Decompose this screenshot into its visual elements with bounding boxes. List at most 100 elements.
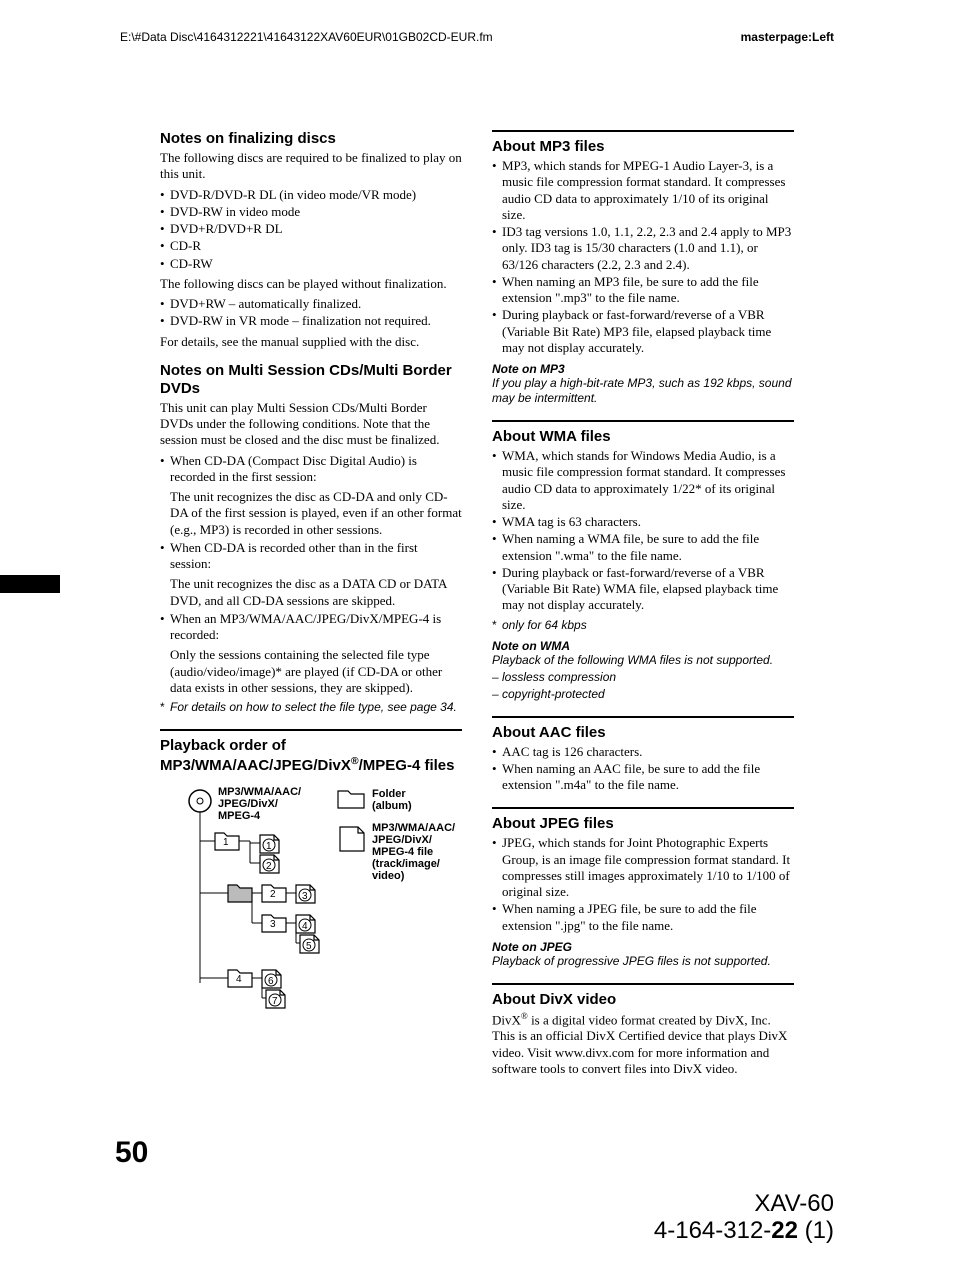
bullet-list: When CD-DA (Compact Disc Digital Audio) … [160,453,462,486]
note-text: Playback of the following WMA files is n… [492,653,794,668]
list-item: When CD-DA is recorded other than in the… [160,540,462,573]
bullet-list: When an MP3/WMA/AAC/JPEG/DivX/MPEG-4 is … [160,611,462,644]
list-item: MP3, which stands for MPEG-1 Audio Layer… [492,158,794,223]
svg-text:MPEG-4: MPEG-4 [218,810,261,822]
bullet-list: When CD-DA is recorded other than in the… [160,540,462,573]
list-item: When naming a JPEG file, be sure to add … [492,901,794,934]
text: (1) [798,1217,834,1244]
list-item: When naming an MP3 file, be sure to add … [492,274,794,307]
masterpage-label: masterpage:Left [741,30,834,44]
bullet-list: JPEG, which stands for Joint Photographi… [492,835,794,934]
legend-folder-label: Folder [372,788,406,800]
heading-playback-order: Playback order of MP3/WMA/AAC/JPEG/DivX®… [160,729,462,775]
svg-text:JPEG/DivX/: JPEG/DivX/ [218,798,278,810]
legend-disc-label: MP3/WMA/AAC/ [218,786,301,798]
bullet-list: DVD+RW – automatically finalized. DVD-RW… [160,296,462,330]
svg-text:2: 2 [270,889,276,900]
text: is a digital video format created by Div… [492,1012,787,1076]
left-column: Notes on finalizing discs The following … [160,130,462,1081]
text: 22 [771,1217,798,1244]
page-number: 50 [115,1136,148,1170]
list-item: When CD-DA (Compact Disc Digital Audio) … [160,453,462,486]
heading-text: Playback order of MP3/WMA/AAC/JPEG/DivX [160,737,351,774]
registered-mark: ® [521,1011,528,1021]
list-item: DVD-RW in video mode [160,204,462,220]
text: 4-164-312- [654,1217,771,1244]
text: The unit recognizes the disc as a DATA C… [160,576,462,609]
note-text: – copyright-protected [492,687,794,702]
text: The following discs can be played withou… [160,276,462,292]
text: DivX [492,1012,521,1027]
playback-tree-diagram: MP3/WMA/AAC/ JPEG/DivX/ MPEG-4 Folder (a… [160,783,462,1013]
doc-id: XAV-60 4-164-312-22 (1) [654,1190,834,1245]
heading-mp3: About MP3 files [492,130,794,156]
svg-text:2: 2 [266,861,272,872]
list-item: When naming an AAC file, be sure to add … [492,761,794,794]
list-item: ID3 tag versions 1.0, 1.1, 2.2, 2.3 and … [492,224,794,273]
list-item: During playback or fast-forward/reverse … [492,307,794,356]
text: DivX® is a digital video format created … [492,1011,794,1077]
svg-text:JPEG/DivX/: JPEG/DivX/ [372,834,432,846]
note-text: – lossless compression [492,670,794,685]
svg-text:1: 1 [223,837,229,848]
footnote: only for 64 kbps [492,618,794,633]
manual-page: E:\#Data Disc\4164312221\41643122XAV60EU… [0,0,954,1270]
list-item: DVD+R/DVD+R DL [160,221,462,237]
list-item: WMA tag is 63 characters. [492,514,794,530]
header-bar: E:\#Data Disc\4164312221\41643122XAV60EU… [120,30,834,44]
bullet-list: DVD-R/DVD-R DL (in video mode/VR mode) D… [160,187,462,272]
svg-text:3: 3 [302,891,308,902]
svg-text:4: 4 [302,921,308,932]
text: Only the sessions containing the selecte… [160,647,462,696]
text: The following discs are required to be f… [160,150,462,183]
heading-multisession: Notes on Multi Session CDs/Multi Border … [160,362,462,398]
side-tab [0,575,60,593]
note-text: Playback of progressive JPEG files is no… [492,954,794,969]
right-column: About MP3 files MP3, which stands for MP… [492,130,794,1081]
registered-mark: ® [351,755,359,767]
text: The unit recognizes the disc as CD-DA an… [160,489,462,538]
svg-text:4: 4 [236,974,242,985]
note-heading: Note on WMA [492,639,794,653]
text: For details, see the manual supplied wit… [160,334,462,350]
model-name: XAV-60 [654,1190,834,1218]
bullet-list: WMA, which stands for Windows Media Audi… [492,448,794,614]
text: This unit can play Multi Session CDs/Mul… [160,400,462,449]
doc-code: 4-164-312-22 (1) [654,1217,834,1245]
svg-text:7: 7 [272,996,278,1007]
note-text: If you play a high-bit-rate MP3, such as… [492,376,794,406]
svg-text:video): video) [372,870,405,882]
list-item: DVD-R/DVD-R DL (in video mode/VR mode) [160,187,462,203]
list-item: JPEG, which stands for Joint Photographi… [492,835,794,900]
svg-text:6: 6 [268,976,274,987]
svg-text:MPEG-4 file: MPEG-4 file [372,846,433,858]
heading-text: /MPEG-4 files [359,757,455,774]
heading-aac: About AAC files [492,716,794,742]
svg-text:(album): (album) [372,800,412,812]
footnote: For details on how to select the file ty… [160,700,462,715]
note-heading: Note on JPEG [492,940,794,954]
list-item: DVD+RW – automatically finalized. [160,296,462,312]
heading-divx: About DivX video [492,983,794,1009]
list-item: When naming a WMA file, be sure to add t… [492,531,794,564]
heading-jpeg: About JPEG files [492,807,794,833]
svg-text:5: 5 [306,941,312,952]
list-item: AAC tag is 126 characters. [492,744,794,760]
list-item: DVD-RW in VR mode – finalization not req… [160,313,462,329]
note-heading: Note on MP3 [492,362,794,376]
legend-file-label: MP3/WMA/AAC/ [372,822,455,834]
list-item: CD-R [160,238,462,254]
list-item: During playback or fast-forward/reverse … [492,565,794,614]
list-item: CD-RW [160,256,462,272]
svg-text:(track/image/: (track/image/ [372,858,440,870]
list-item: When an MP3/WMA/AAC/JPEG/DivX/MPEG-4 is … [160,611,462,644]
svg-text:3: 3 [270,919,276,930]
bullet-list: AAC tag is 126 characters. When naming a… [492,744,794,794]
file-path: E:\#Data Disc\4164312221\41643122XAV60EU… [120,30,493,44]
heading-wma: About WMA files [492,420,794,446]
heading-finalizing: Notes on finalizing discs [160,130,462,148]
content-columns: Notes on finalizing discs The following … [160,130,794,1081]
bullet-list: MP3, which stands for MPEG-1 Audio Layer… [492,158,794,356]
list-item: WMA, which stands for Windows Media Audi… [492,448,794,513]
svg-text:1: 1 [266,841,272,852]
